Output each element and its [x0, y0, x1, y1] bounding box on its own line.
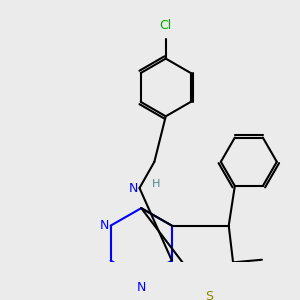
- Text: N: N: [128, 182, 138, 194]
- Text: Cl: Cl: [160, 20, 172, 32]
- Text: N: N: [136, 281, 146, 294]
- Text: S: S: [205, 290, 213, 300]
- Text: H: H: [152, 179, 160, 189]
- Text: N: N: [100, 219, 109, 232]
